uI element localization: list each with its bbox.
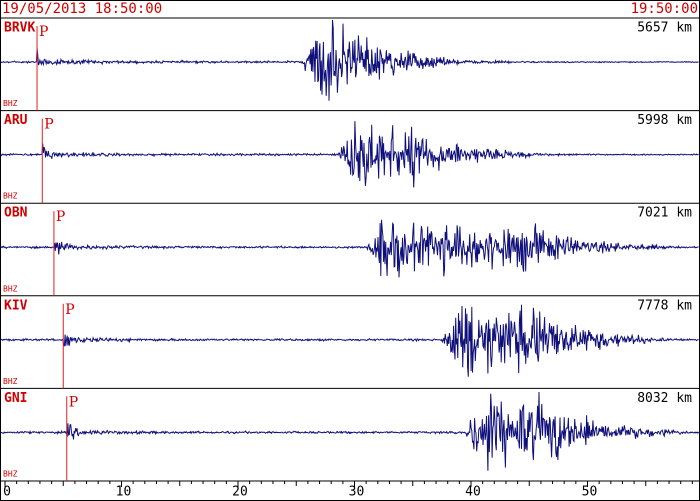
station-name: KIV: [4, 298, 28, 313]
channel: BHZ: [3, 99, 18, 108]
distance: 8032 km: [637, 391, 692, 406]
p-pick-label: P: [56, 209, 65, 225]
waveform: [0, 121, 699, 188]
x-tick-label: 40: [465, 485, 481, 500]
p-pick-label: P: [39, 24, 48, 40]
distance: 5998 km: [637, 113, 692, 128]
channel: BHZ: [3, 284, 18, 293]
x-tick-label: 0: [3, 485, 11, 500]
p-pick-label: P: [44, 117, 53, 133]
p-pick-label: P: [69, 394, 78, 410]
p-pick-label: P: [65, 302, 74, 318]
station-name: OBN: [4, 206, 28, 221]
x-tick-label: 50: [582, 485, 598, 500]
start-time: 19/05/2013 18:50:00: [2, 1, 162, 17]
x-tick-label: 10: [116, 485, 132, 500]
x-tick-label: 20: [232, 485, 248, 500]
station-name: BRVK: [4, 21, 35, 36]
distance: 5657 km: [637, 21, 692, 36]
x-tick-label: 30: [349, 485, 365, 500]
distance: 7021 km: [637, 206, 692, 221]
waveform: [0, 219, 699, 278]
station-name: GNI: [4, 391, 27, 406]
end-time: 19:50:00: [631, 1, 698, 17]
channel: BHZ: [3, 470, 18, 479]
waveform: [0, 304, 699, 377]
channel: BHZ: [3, 377, 18, 386]
distance: 7778 km: [637, 298, 692, 313]
channel: BHZ: [3, 192, 18, 201]
waveform: [0, 19, 699, 101]
waveform: [0, 391, 700, 471]
station-name: ARU: [4, 113, 28, 128]
